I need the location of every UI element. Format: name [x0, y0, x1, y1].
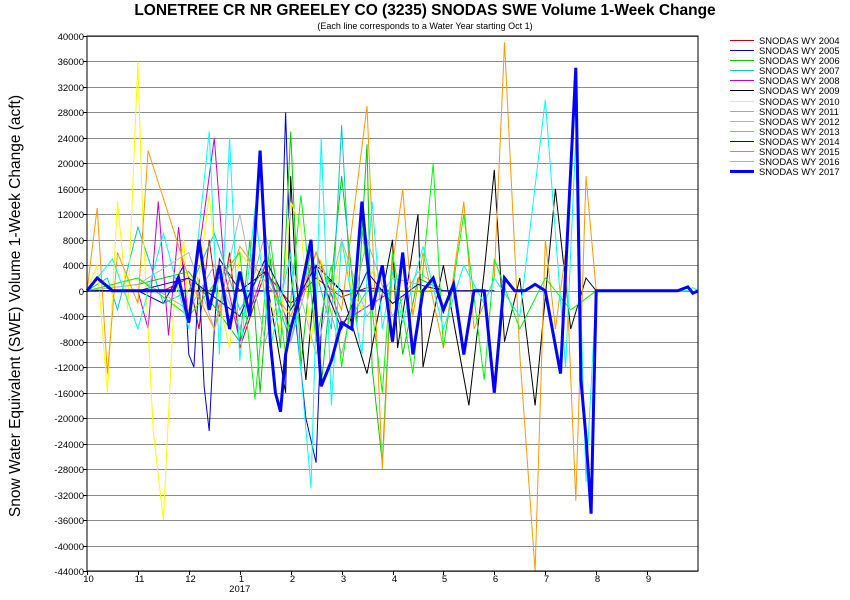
legend-item: SNODAS WY 2004 [730, 36, 848, 46]
y-tick-label: -40000 [54, 542, 84, 553]
legend-swatch [730, 40, 754, 41]
x-tick-label: 12 [185, 574, 196, 585]
y-tick-label: -20000 [54, 414, 84, 425]
y-tick-label: 40000 [58, 32, 84, 43]
series-line-snodas-wy-2009 [87, 169, 648, 406]
y-tick-label: 0 [79, 287, 84, 298]
y-tick-label: 36000 [58, 57, 84, 68]
legend-swatch [730, 60, 754, 62]
legend-label: SNODAS WY 2010 [759, 95, 840, 107]
legend-label: SNODAS WY 2015 [759, 146, 840, 158]
legend-swatch [730, 90, 754, 92]
y-tick-label: -16000 [54, 389, 84, 400]
legend-swatch [730, 161, 754, 163]
x-tick-label: 5 [442, 574, 447, 585]
legend-label: SNODAS WY 2006 [759, 55, 840, 67]
y-tick-label: 8000 [63, 236, 84, 247]
legend-item: SNODAS WY 2009 [730, 86, 848, 96]
y-tick-label: 28000 [58, 108, 84, 119]
legend-swatch [730, 50, 754, 52]
y-tick-label: 24000 [58, 134, 84, 145]
y-tick-label: -4000 [60, 312, 84, 323]
legend-label: SNODAS WY 2007 [759, 65, 840, 77]
legend-label: SNODAS WY 2017 [759, 166, 840, 178]
legend-label: SNODAS WY 2016 [759, 156, 840, 168]
x-tick-label: 4 [392, 574, 397, 585]
legend-item: SNODAS WY 2011 [730, 105, 848, 117]
series-line-snodas-wy-2016 [86, 99, 699, 489]
x-tick-label: 10 [83, 574, 94, 585]
x-tick-label: 11 [135, 574, 145, 585]
legend-swatch [730, 100, 754, 102]
legend-item: SNODAS WY 2012 [730, 115, 848, 127]
y-tick-label: 12000 [58, 210, 84, 221]
series-line-snodas-wy-2017 [85, 67, 699, 514]
legend-item: SNODAS WY 2015 [730, 147, 848, 157]
legend-item: SNODAS WY 2006 [730, 56, 848, 66]
y-tick-label: 32000 [58, 83, 84, 94]
y-axis-label: Snow Water Equivalent (SWE) Volume 1-Wee… [7, 95, 24, 517]
x-year-label: 2017 [229, 584, 250, 595]
legend-item: SNODAS WY 2016 [730, 157, 848, 167]
legend-item: SNODAS WY 2017 [730, 167, 848, 177]
y-tick-label: 4000 [63, 261, 84, 272]
plot-frame [86, 35, 699, 572]
series-line-snodas-wy-2015 [86, 163, 648, 400]
series-line-snodas-wy-2013 [86, 42, 648, 572]
x-tick-label: 2 [290, 574, 295, 585]
chart-subtitle: (Each line corresponds to a Water Year s… [317, 21, 533, 31]
legend-item: SNODAS WY 2010 [730, 95, 848, 107]
legend-swatch [730, 151, 754, 153]
legend-item: SNODAS WY 2008 [730, 76, 848, 86]
legend-label: SNODAS WY 2009 [759, 85, 840, 97]
legend-swatch [730, 140, 754, 142]
legend-swatch [730, 80, 754, 82]
y-tick-label: -32000 [54, 491, 84, 502]
y-axis: 4000036000320002800024000200001600012000… [54, 32, 87, 578]
x-tick-label: 3 [341, 574, 346, 585]
legend-swatch [730, 70, 754, 72]
y-tick-label: -8000 [60, 338, 84, 349]
y-tick-label: -36000 [54, 516, 84, 527]
legend-label: SNODAS WY 2013 [759, 125, 840, 137]
legend: SNODAS WY 2004 SNODAS WY 2005 SNODAS WY 20… [730, 36, 848, 177]
legend-label: SNODAS WY 2012 [759, 115, 840, 127]
x-tick-label: 9 [646, 574, 651, 585]
y-tick-label: -24000 [54, 440, 84, 451]
legend-label: SNODAS WY 2004 [759, 35, 840, 46]
legend-item: SNODAS WY 2005 [730, 46, 848, 56]
legend-item: SNODAS WY 2007 [730, 66, 848, 76]
y-tick-label: 16000 [58, 185, 84, 196]
x-tick-label: 1 [239, 574, 244, 585]
legend-swatch [730, 120, 754, 122]
legend-label: SNODAS WY 2005 [759, 45, 840, 57]
legend-item: SNODAS WY 2014 [730, 135, 848, 147]
legend-label: SNODAS WY 2014 [759, 135, 840, 147]
series-line-snodas-wy-2012 [86, 214, 495, 355]
series-layer [85, 42, 699, 572]
y-tick-label: -12000 [54, 363, 84, 374]
y-tick-label: -28000 [54, 465, 84, 476]
legend-label: SNODAS WY 2011 [759, 105, 839, 117]
legend-swatch [730, 130, 754, 132]
chart-title: LONETREE CR NR GREELEY CO (3235) SNODAS … [134, 2, 716, 19]
legend-swatch [730, 170, 754, 174]
x-tick-label: 7 [544, 574, 549, 585]
legend-label: SNODAS WY 2008 [759, 75, 840, 87]
series-line-snodas-wy-2014 [87, 257, 495, 331]
legend-item: SNODAS WY 2013 [730, 125, 848, 137]
legend-swatch [730, 110, 754, 112]
x-tick-label: 6 [493, 574, 498, 585]
y-tick-label: -44000 [54, 567, 84, 578]
y-tick-label: 20000 [58, 159, 84, 170]
x-tick-label: 8 [595, 574, 600, 585]
